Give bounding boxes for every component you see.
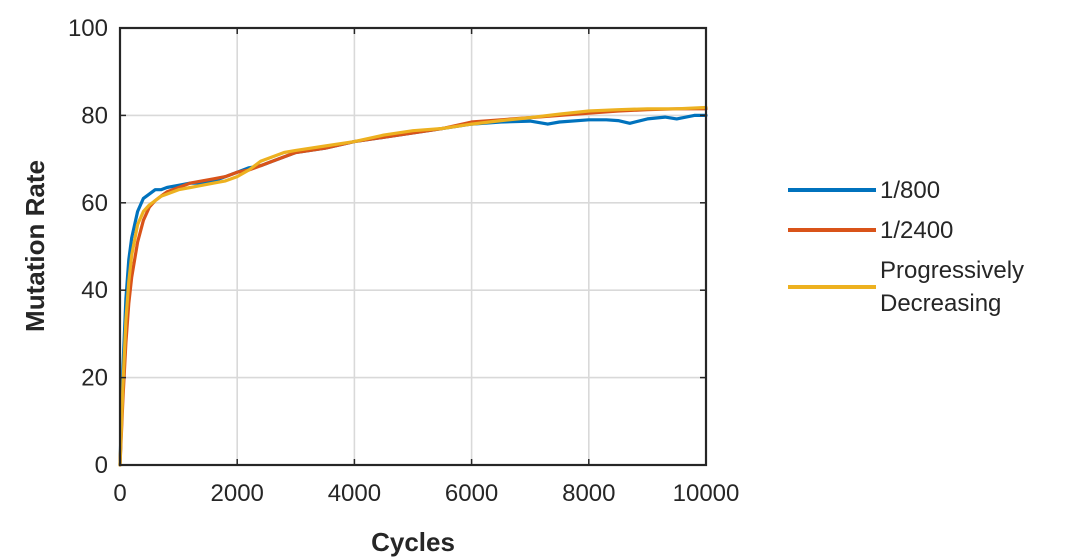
- x-tick-label: 8000: [562, 480, 615, 507]
- x-tick-label: 0: [113, 480, 126, 507]
- y-tick-label: 20: [81, 365, 108, 392]
- plot-frame: [118, 26, 708, 467]
- x-axis-label: Cycles: [371, 527, 455, 557]
- series-line-3: [118, 105, 708, 467]
- x-tick-label: 4000: [328, 480, 381, 507]
- legend-label-1-2400: 1/2400: [880, 217, 953, 244]
- legend-label-line-2: Decreasing: [880, 290, 1001, 317]
- series-lines: [118, 105, 708, 467]
- x-tick-labels: 0 2000 4000 6000 8000 10000: [113, 480, 739, 507]
- legend-label-progressively-decreasing: Progressively Decreasing: [880, 257, 1031, 317]
- y-tick-label: 0: [95, 452, 108, 479]
- x-tick-label: 6000: [445, 480, 498, 507]
- plot-area: [120, 28, 706, 465]
- x-tick-label: 10000: [673, 480, 740, 507]
- axis-ticks: [119, 27, 707, 466]
- grid: [120, 28, 706, 465]
- y-tick-label: 60: [81, 190, 108, 217]
- legend: 1/800 1/2400 Progressively Decreasing: [788, 177, 1031, 317]
- y-tick-labels: 0 20 40 60 80 100: [68, 15, 108, 479]
- y-tick-label: 100: [68, 15, 108, 42]
- y-tick-label: 40: [81, 277, 108, 304]
- x-tick-label: 2000: [211, 480, 264, 507]
- legend-label-1-800: 1/800: [880, 177, 940, 204]
- y-axis-label: Mutation Rate: [20, 160, 50, 332]
- y-tick-label: 80: [81, 102, 108, 129]
- legend-label-line-1: Progressively: [880, 257, 1024, 284]
